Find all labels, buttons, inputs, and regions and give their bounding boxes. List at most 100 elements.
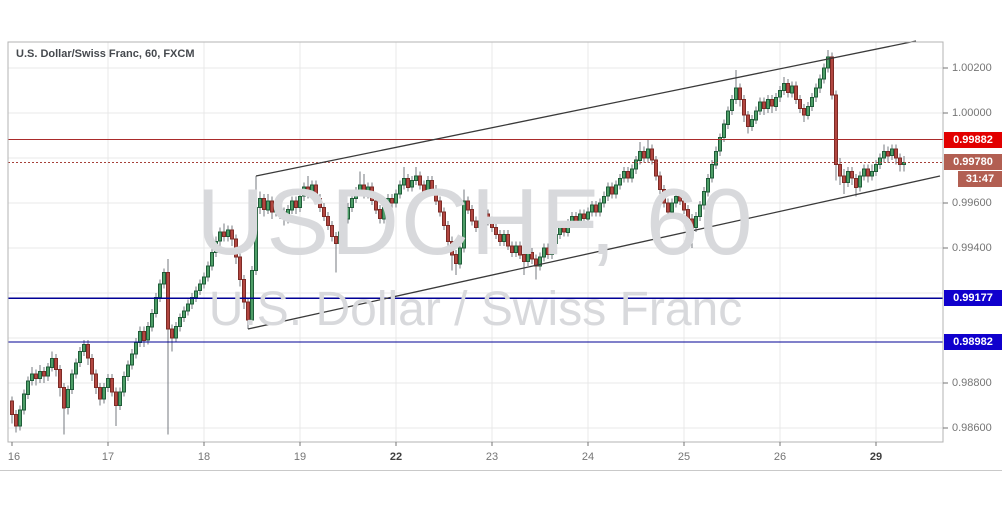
candle[interactable] bbox=[770, 99, 774, 107]
candle[interactable] bbox=[806, 105, 810, 116]
candle[interactable] bbox=[330, 225, 334, 238]
candle[interactable] bbox=[242, 279, 246, 303]
candle[interactable] bbox=[730, 99, 734, 112]
candle[interactable] bbox=[514, 245, 518, 254]
candle[interactable] bbox=[482, 213, 486, 222]
candle[interactable] bbox=[542, 247, 546, 258]
trend-channel-lines[interactable] bbox=[247, 40, 941, 330]
candle[interactable] bbox=[334, 236, 338, 244]
candle[interactable] bbox=[518, 245, 522, 256]
candle[interactable] bbox=[90, 357, 94, 375]
candle[interactable] bbox=[650, 148, 654, 161]
candle[interactable] bbox=[766, 99, 770, 109]
candle[interactable] bbox=[78, 351, 82, 364]
candle[interactable] bbox=[614, 184, 618, 195]
candle[interactable] bbox=[358, 184, 362, 193]
candle[interactable] bbox=[286, 209, 290, 220]
candle[interactable] bbox=[610, 186, 614, 195]
candle[interactable] bbox=[18, 409, 22, 427]
candle[interactable] bbox=[618, 177, 622, 186]
candle[interactable] bbox=[438, 200, 442, 213]
candle[interactable] bbox=[182, 310, 186, 319]
candle[interactable] bbox=[830, 56, 834, 96]
candle[interactable] bbox=[658, 175, 662, 190]
candle[interactable] bbox=[594, 204, 598, 213]
candle[interactable] bbox=[538, 256, 542, 267]
candle[interactable] bbox=[362, 184, 366, 195]
candle[interactable] bbox=[462, 200, 466, 249]
candle[interactable] bbox=[582, 213, 586, 220]
candle[interactable] bbox=[410, 180, 414, 188]
candle[interactable] bbox=[722, 123, 726, 139]
candle[interactable] bbox=[282, 211, 286, 220]
candle[interactable] bbox=[82, 344, 86, 353]
candle[interactable] bbox=[178, 317, 182, 328]
candle[interactable] bbox=[354, 191, 358, 199]
candle[interactable] bbox=[298, 195, 302, 209]
candle[interactable] bbox=[206, 265, 210, 278]
candle[interactable] bbox=[126, 364, 130, 377]
candle[interactable] bbox=[558, 225, 562, 235]
candle[interactable] bbox=[158, 283, 162, 298]
candle[interactable] bbox=[674, 195, 678, 204]
candle[interactable] bbox=[406, 177, 410, 188]
candle[interactable] bbox=[758, 101, 762, 112]
candle[interactable] bbox=[562, 225, 566, 233]
candle[interactable] bbox=[854, 177, 858, 188]
candle[interactable] bbox=[118, 391, 122, 406]
candle[interactable] bbox=[570, 216, 574, 224]
candle[interactable] bbox=[38, 371, 42, 380]
candle[interactable] bbox=[714, 150, 718, 166]
candle[interactable] bbox=[522, 254, 526, 262]
candle[interactable] bbox=[250, 270, 254, 321]
candle[interactable] bbox=[802, 108, 806, 116]
candle[interactable] bbox=[690, 218, 694, 229]
candle[interactable] bbox=[706, 177, 710, 193]
candle[interactable] bbox=[838, 164, 842, 177]
candle[interactable] bbox=[262, 198, 266, 211]
trendline-upper[interactable] bbox=[255, 40, 917, 177]
candle[interactable] bbox=[566, 222, 570, 233]
candle[interactable] bbox=[162, 272, 166, 285]
candle[interactable] bbox=[878, 157, 882, 166]
candle[interactable] bbox=[326, 216, 330, 226]
candle[interactable] bbox=[382, 207, 386, 220]
candle[interactable] bbox=[470, 209, 474, 222]
candle[interactable] bbox=[494, 227, 498, 235]
candle[interactable] bbox=[290, 200, 294, 211]
candle[interactable] bbox=[302, 186, 306, 197]
candle[interactable] bbox=[54, 357, 58, 370]
candle[interactable] bbox=[646, 148, 650, 159]
candle[interactable] bbox=[638, 150, 642, 161]
price-level-lines[interactable] bbox=[8, 138, 943, 343]
candle[interactable] bbox=[218, 231, 222, 242]
candle[interactable] bbox=[106, 378, 110, 388]
candle[interactable] bbox=[310, 184, 314, 195]
candle[interactable] bbox=[682, 200, 686, 211]
candle[interactable] bbox=[418, 175, 422, 186]
candle[interactable] bbox=[678, 195, 682, 202]
candle[interactable] bbox=[174, 326, 178, 339]
candle[interactable] bbox=[278, 202, 282, 213]
candle[interactable] bbox=[70, 373, 74, 391]
candle[interactable] bbox=[14, 414, 18, 427]
candle[interactable] bbox=[170, 328, 174, 339]
candle[interactable] bbox=[718, 137, 722, 152]
candle[interactable] bbox=[734, 87, 738, 100]
candle[interactable] bbox=[686, 209, 690, 220]
candle[interactable] bbox=[350, 198, 354, 208]
candle[interactable] bbox=[294, 200, 298, 209]
candle[interactable] bbox=[846, 171, 850, 184]
candle[interactable] bbox=[134, 342, 138, 355]
candle[interactable] bbox=[258, 198, 262, 208]
candle[interactable] bbox=[342, 218, 346, 233]
candle[interactable] bbox=[62, 387, 66, 409]
candle[interactable] bbox=[202, 276, 206, 285]
candle[interactable] bbox=[322, 207, 326, 217]
candle[interactable] bbox=[702, 191, 706, 206]
candle[interactable] bbox=[150, 312, 154, 328]
candle[interactable] bbox=[186, 303, 190, 312]
candle[interactable] bbox=[754, 110, 758, 121]
candle[interactable] bbox=[378, 209, 382, 220]
time-axis[interactable] bbox=[8, 442, 943, 470]
